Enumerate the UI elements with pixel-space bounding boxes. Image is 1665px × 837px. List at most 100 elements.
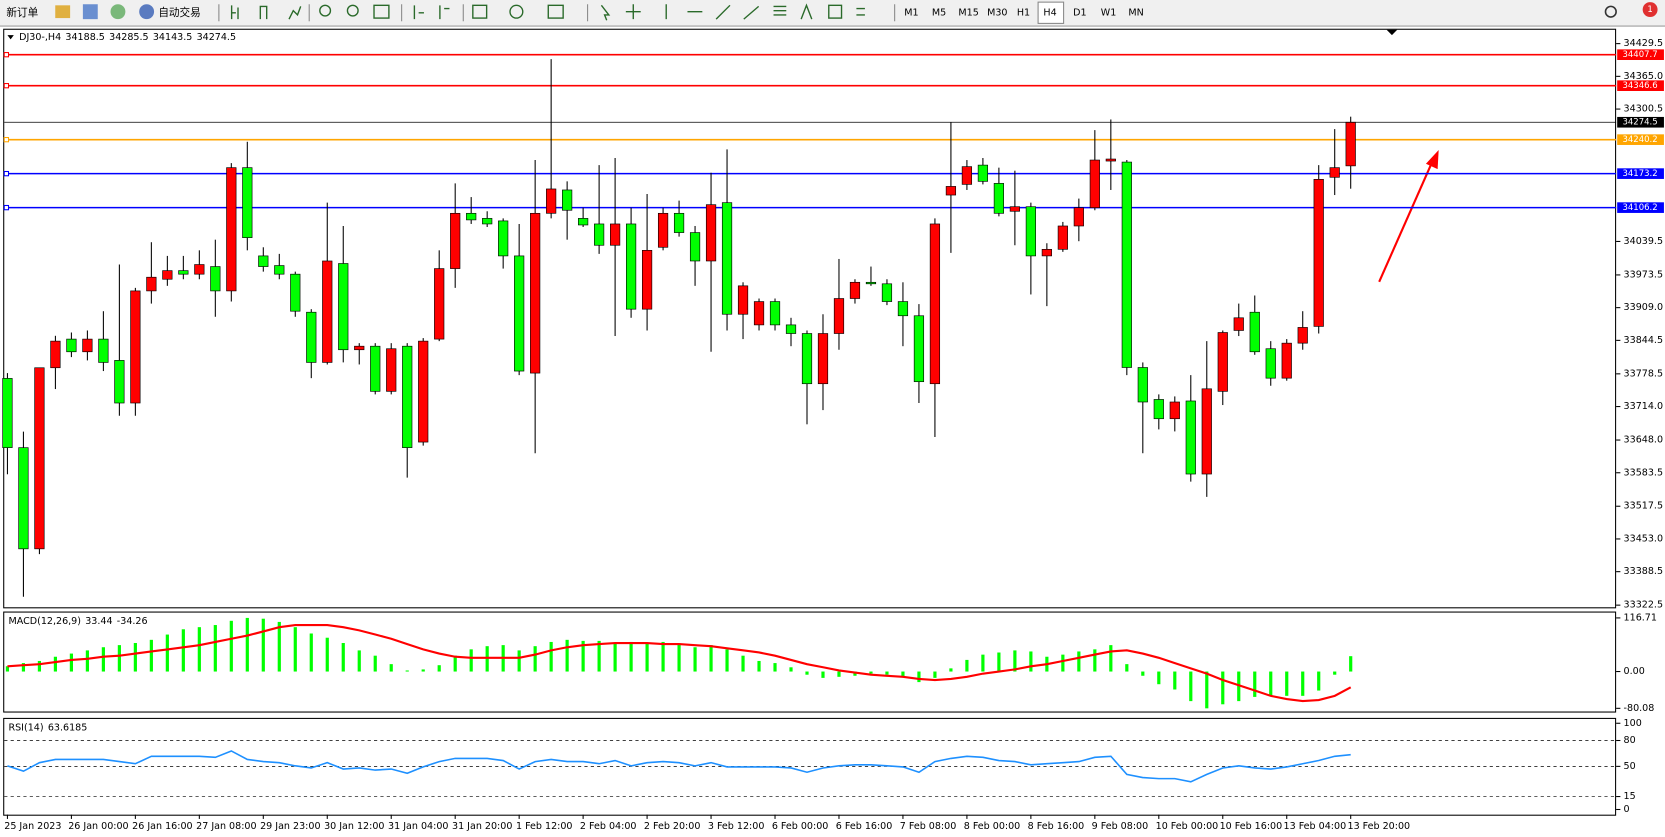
histogram-bar bbox=[437, 665, 441, 672]
x-tick-label: 26 Jan 00:00 bbox=[68, 821, 128, 832]
candle-body bbox=[641, 250, 653, 310]
candle-body bbox=[977, 164, 989, 182]
timeframe-button[interactable]: M15 bbox=[958, 7, 978, 18]
y-tick-label: 33453.0 bbox=[1624, 533, 1663, 544]
histogram-bar bbox=[1013, 650, 1017, 672]
level-tag-label: 34240.2 bbox=[1622, 135, 1657, 145]
chart-shift-marker[interactable] bbox=[1386, 29, 1398, 36]
candle-body bbox=[625, 223, 637, 310]
candle-body bbox=[753, 301, 765, 326]
y-tick-label: 0.00 bbox=[1624, 666, 1645, 677]
candle-body bbox=[402, 345, 413, 448]
timeframe-button[interactable]: MN bbox=[1128, 7, 1143, 18]
level-anchor bbox=[3, 170, 10, 177]
histogram-bar bbox=[1317, 671, 1321, 691]
candle-body bbox=[370, 345, 381, 392]
auto-trading-button[interactable]: 自动交易 bbox=[158, 6, 200, 19]
search-icon[interactable] bbox=[1604, 5, 1617, 18]
icon[interactable] bbox=[82, 4, 98, 20]
y-tick-label: 34300.5 bbox=[1624, 104, 1663, 115]
y-tick-label: 34039.5 bbox=[1624, 236, 1663, 247]
timeframe-button[interactable]: M1 bbox=[904, 7, 918, 18]
icon[interactable] bbox=[55, 5, 71, 19]
x-tick-label: 1 Feb 12:00 bbox=[516, 821, 573, 832]
histogram-bar bbox=[965, 659, 969, 672]
y-tick-label: 33583.5 bbox=[1624, 467, 1663, 478]
histogram-bar bbox=[533, 646, 537, 672]
histogram-bar bbox=[245, 617, 249, 672]
candle-body bbox=[1185, 400, 1196, 475]
x-tick-label: 31 Jan 04:00 bbox=[388, 821, 448, 832]
candle-body bbox=[1089, 159, 1100, 209]
histogram-bar bbox=[341, 643, 345, 672]
timeframe-button[interactable]: M5 bbox=[932, 7, 946, 18]
candle-body bbox=[2, 378, 13, 448]
timeframe-button[interactable]: H1 bbox=[1017, 7, 1030, 18]
y-tick-label: 33322.5 bbox=[1624, 600, 1663, 611]
histogram-bar bbox=[1061, 654, 1065, 672]
histogram-bar bbox=[1205, 671, 1209, 709]
candle-body bbox=[833, 298, 845, 334]
histogram-bar bbox=[101, 647, 105, 672]
candle-body bbox=[274, 265, 285, 275]
candle-body bbox=[1217, 332, 1228, 392]
histogram-bar bbox=[373, 655, 377, 672]
candle-body bbox=[290, 273, 301, 312]
candle-body bbox=[562, 189, 573, 211]
candle-body bbox=[865, 281, 877, 285]
level-tag bbox=[1617, 168, 1664, 179]
icon[interactable] bbox=[110, 4, 126, 20]
histogram-bar bbox=[1093, 649, 1097, 672]
header-value: 34188.5 bbox=[65, 32, 104, 43]
candle-body bbox=[657, 212, 669, 248]
histogram-bar bbox=[357, 650, 361, 672]
candle-body bbox=[1313, 178, 1324, 327]
histogram-bar bbox=[709, 645, 713, 672]
histogram-bar bbox=[549, 641, 553, 672]
candle-body bbox=[881, 283, 893, 302]
timeframe-button[interactable]: H4 bbox=[1043, 7, 1056, 18]
indicator-line bbox=[7, 623, 1352, 703]
timeframe-button[interactable]: D1 bbox=[1073, 7, 1086, 18]
candle-body bbox=[482, 218, 493, 225]
histogram-bar bbox=[869, 671, 873, 674]
candle-body bbox=[689, 232, 701, 262]
y-tick-label: 0 bbox=[1624, 804, 1630, 815]
x-tick-label: 29 Jan 23:00 bbox=[260, 821, 320, 832]
histogram-bar bbox=[309, 633, 313, 672]
histogram-bar bbox=[5, 666, 10, 672]
candle-body bbox=[1233, 317, 1244, 331]
candle-body bbox=[114, 360, 125, 404]
active-timeframe bbox=[1037, 1, 1065, 24]
auto-trading-icon[interactable] bbox=[139, 4, 155, 20]
histogram-bar bbox=[21, 663, 26, 672]
pane-header: RSI(14) 63.6185 bbox=[9, 722, 88, 733]
timeframe-button[interactable]: W1 bbox=[1101, 7, 1117, 18]
toolbar-icons[interactable] bbox=[230, 3, 865, 21]
candle-body bbox=[322, 260, 333, 363]
y-tick-label: 33778.5 bbox=[1624, 368, 1663, 379]
histogram-bar bbox=[1285, 671, 1289, 696]
candle-body bbox=[1329, 167, 1340, 178]
y-tick-label: -80.08 bbox=[1624, 703, 1655, 714]
new-order-button[interactable]: 新订单 bbox=[6, 6, 38, 19]
candle-body bbox=[434, 268, 445, 340]
annotation-arrow bbox=[1378, 161, 1434, 283]
candle-body bbox=[913, 315, 925, 383]
candle-body bbox=[162, 270, 173, 280]
histogram-bar bbox=[741, 655, 745, 672]
header-value: 33.44 bbox=[85, 616, 112, 627]
histogram-bar bbox=[661, 641, 665, 672]
candle-body bbox=[210, 266, 221, 292]
candle-body bbox=[146, 276, 157, 292]
candle-body bbox=[82, 338, 93, 353]
timeframe-button[interactable]: M30 bbox=[987, 7, 1007, 18]
candle-body bbox=[18, 447, 29, 550]
x-tick-label: 13 Feb 20:00 bbox=[1348, 821, 1411, 832]
indicator-line bbox=[7, 750, 1351, 783]
candle-body bbox=[514, 255, 525, 372]
histogram-bar bbox=[261, 618, 265, 672]
histogram-bar bbox=[117, 645, 121, 672]
notification-badge[interactable] bbox=[1642, 2, 1658, 18]
candle-body bbox=[418, 340, 429, 443]
